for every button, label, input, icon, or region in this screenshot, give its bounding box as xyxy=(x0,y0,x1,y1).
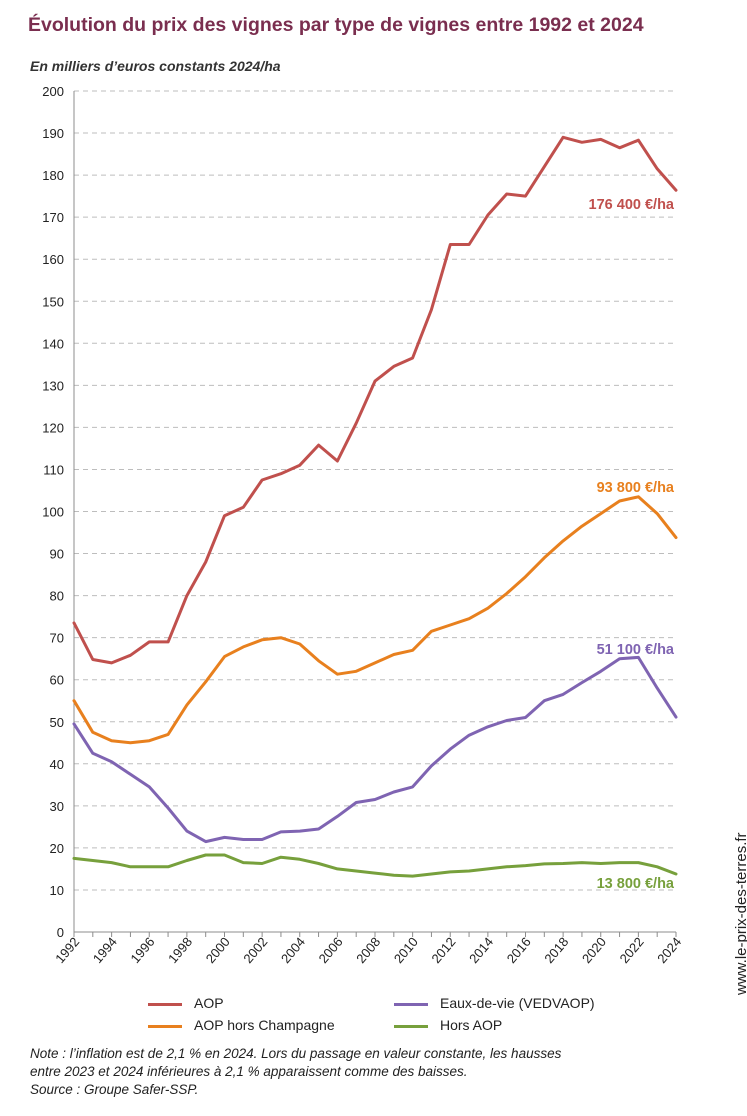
watermark-link[interactable]: www.le-prix-des-terres.fr xyxy=(733,832,747,995)
end-value-label: 176 400 €/ha xyxy=(589,197,675,213)
legend-label: AOP xyxy=(194,995,224,1011)
y-tick-label: 170 xyxy=(42,210,64,225)
x-tick-label: 2008 xyxy=(353,934,383,966)
y-tick-label: 150 xyxy=(42,294,64,309)
legend-item-eaux-de-vie: Eaux-de-vie (VEDVAOP) xyxy=(394,995,595,1011)
x-tick-label: 2020 xyxy=(579,934,609,966)
grid-lines xyxy=(74,90,676,891)
chart-title: Évolution du prix des vignes par type de… xyxy=(28,14,644,36)
y-tick-label: 0 xyxy=(57,925,64,940)
y-tick-label: 30 xyxy=(50,799,64,814)
legend-swatch xyxy=(148,1024,182,1028)
y-tick-label: 130 xyxy=(42,378,64,393)
y-tick-label: 80 xyxy=(50,589,64,604)
legend-item-aop: AOP xyxy=(148,995,224,1011)
legend-swatch xyxy=(148,1002,182,1006)
series-line-hors-aop xyxy=(72,853,678,878)
footnote: Note : l’inflation est de 2,1 % en 2024.… xyxy=(30,1045,720,1099)
end-labels: 176 400 €/ha 93 800 €/ha 51 100 €/ha 13 800… xyxy=(589,197,675,892)
y-tick-label: 190 xyxy=(42,126,64,141)
y-tick-label: 50 xyxy=(50,715,64,730)
y-tick-label: 180 xyxy=(42,168,64,183)
x-tick-label: 2000 xyxy=(203,934,233,966)
y-tick-label: 200 xyxy=(42,84,64,99)
note-line-2: entre 2023 et 2024 inférieures à 2,1 % a… xyxy=(30,1064,468,1079)
x-tick-label: 2016 xyxy=(504,934,534,966)
x-tick-label: 2018 xyxy=(541,934,571,966)
x-tick-label: 1998 xyxy=(165,934,195,966)
x-tick-label: 1996 xyxy=(127,934,157,966)
y-tick-label: 10 xyxy=(50,883,64,898)
legend-label: Eaux-de-vie (VEDVAOP) xyxy=(440,995,595,1011)
series-line-aop xyxy=(72,135,678,665)
x-tick-label: 2014 xyxy=(466,934,496,966)
series-layer xyxy=(72,135,678,878)
legend-item-hors-aop: Hors AOP xyxy=(394,1017,502,1033)
line-chart: 0 10 20 30 40 50 60 70 80 90 100 110 120 130 140 150 160… xyxy=(42,84,684,966)
x-tick-label: 2004 xyxy=(278,934,308,966)
y-tick-label: 60 xyxy=(50,673,64,688)
legend-label: AOP hors Champagne xyxy=(194,1017,335,1033)
y-tick-label: 100 xyxy=(42,505,64,520)
x-tick-label: 2010 xyxy=(391,934,421,966)
y-tick-label: 140 xyxy=(42,336,64,351)
y-tick-label: 70 xyxy=(50,631,64,646)
y-tick-label: 110 xyxy=(43,462,64,477)
y-axis: 0 10 20 30 40 50 60 70 80 90 100 110 120 130 140 150 160… xyxy=(42,84,75,940)
x-tick-label: 2022 xyxy=(617,934,647,966)
source-line: Source : Groupe Safer-SSP. xyxy=(30,1082,199,1097)
y-tick-label: 120 xyxy=(42,420,64,435)
x-tick-label: 1994 xyxy=(90,934,120,966)
x-tick-label: 2012 xyxy=(428,934,458,966)
x-tick-label: 2006 xyxy=(316,934,346,966)
chart-subtitle: En milliers d’euros constants 2024/ha xyxy=(30,58,281,74)
note-line-1: Note : l’inflation est de 2,1 % en 2024.… xyxy=(30,1046,562,1061)
legend-item-aop-hors-champagne: AOP hors Champagne xyxy=(148,1017,335,1033)
end-value-label: 93 800 €/ha xyxy=(597,480,675,496)
series-line-aop-hors-champagne xyxy=(72,495,678,745)
series-line-eaux-de-vie-vedvaop xyxy=(72,655,678,844)
x-tick-label: 2024 xyxy=(654,934,684,966)
x-axis: 1992 1994 1996 1998 2000 2002 2004 2006 2008 2010… xyxy=(52,931,684,966)
legend-swatch xyxy=(394,1024,428,1028)
legend-label: Hors AOP xyxy=(440,1017,503,1033)
legend-swatch xyxy=(394,1002,428,1006)
y-tick-label: 40 xyxy=(50,757,64,772)
y-tick-label: 90 xyxy=(50,547,64,562)
y-tick-label: 20 xyxy=(50,841,64,856)
end-value-label: 13 800 €/ha xyxy=(597,876,675,892)
end-value-label: 51 100 €/ha xyxy=(597,642,675,658)
x-tick-label: 2002 xyxy=(240,934,270,966)
y-tick-label: 160 xyxy=(42,252,64,267)
